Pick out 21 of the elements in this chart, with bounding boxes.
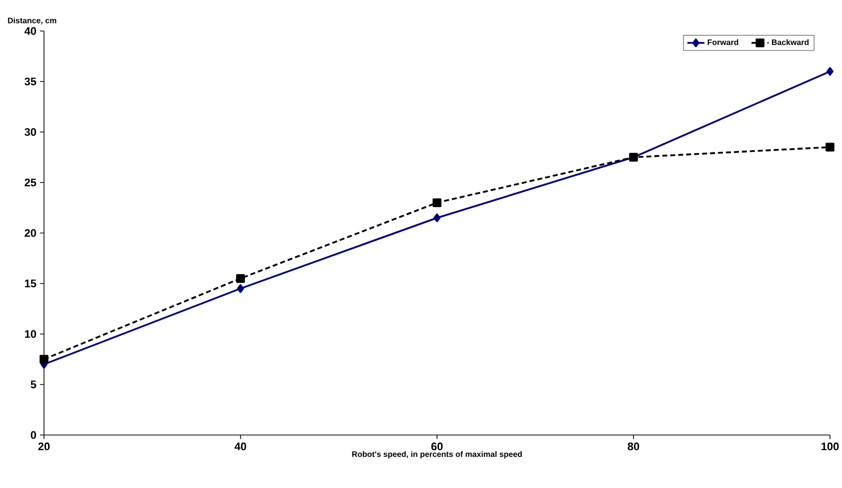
point bbox=[40, 354, 48, 364]
x-tick-label: 40 bbox=[234, 442, 246, 450]
y-tick-label: 5 bbox=[30, 380, 36, 388]
point bbox=[826, 142, 834, 152]
point bbox=[433, 213, 441, 222]
point bbox=[432, 198, 442, 208]
x-tick-label: 20 bbox=[38, 442, 50, 450]
x-tick-label: 100 bbox=[822, 442, 839, 450]
point bbox=[826, 67, 834, 76]
x-tick-label: 60 bbox=[431, 442, 443, 450]
y-tick-label: 25 bbox=[24, 178, 36, 186]
y-tick-label: 15 bbox=[24, 280, 36, 288]
y-tick-label: 35 bbox=[24, 78, 36, 86]
x-tick-label: 80 bbox=[628, 442, 640, 450]
y-tick-label: 20 bbox=[24, 229, 36, 237]
point bbox=[236, 274, 245, 283]
y-tick-label: 40 bbox=[24, 27, 36, 35]
y-tick-label: 10 bbox=[24, 330, 36, 338]
y-tick-label: 30 bbox=[24, 128, 36, 136]
y-tick-label: 0 bbox=[30, 431, 36, 439]
point bbox=[236, 284, 244, 293]
